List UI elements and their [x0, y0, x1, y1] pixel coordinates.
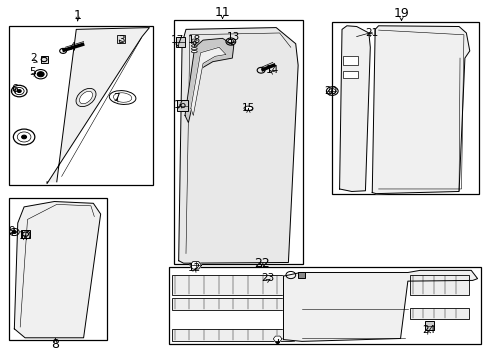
- Text: 4: 4: [69, 42, 76, 51]
- Polygon shape: [47, 28, 149, 184]
- Bar: [409, 308, 468, 319]
- Ellipse shape: [80, 91, 92, 104]
- Ellipse shape: [191, 39, 197, 41]
- Text: 10: 10: [19, 231, 32, 240]
- Ellipse shape: [76, 89, 96, 107]
- Bar: [409, 275, 468, 296]
- Bar: [172, 275, 294, 296]
- Text: 21: 21: [365, 28, 378, 38]
- Text: 20: 20: [324, 86, 337, 96]
- Text: 7: 7: [113, 93, 120, 103]
- Bar: [21, 230, 30, 238]
- Ellipse shape: [113, 93, 132, 102]
- Bar: [172, 329, 294, 341]
- Ellipse shape: [191, 50, 197, 53]
- Polygon shape: [178, 28, 298, 263]
- Circle shape: [21, 135, 26, 139]
- Text: 14: 14: [265, 64, 279, 75]
- Text: 6: 6: [11, 84, 18, 94]
- Text: 3: 3: [118, 35, 124, 45]
- Polygon shape: [275, 342, 279, 344]
- Bar: [177, 100, 187, 111]
- Text: 15: 15: [241, 103, 255, 113]
- Text: 16: 16: [173, 100, 186, 110]
- Polygon shape: [339, 26, 369, 192]
- Bar: [117, 35, 124, 43]
- Polygon shape: [190, 47, 225, 116]
- Polygon shape: [273, 336, 282, 342]
- Bar: [168, 267, 480, 344]
- Text: 11: 11: [214, 6, 230, 19]
- Polygon shape: [189, 262, 201, 269]
- Text: 17: 17: [170, 35, 183, 45]
- Bar: [331, 22, 478, 194]
- Text: 24: 24: [421, 325, 434, 335]
- Ellipse shape: [244, 106, 252, 111]
- Bar: [172, 298, 294, 310]
- Bar: [343, 56, 357, 65]
- Polygon shape: [184, 39, 233, 123]
- Ellipse shape: [191, 48, 197, 50]
- Text: 13: 13: [227, 32, 240, 41]
- Bar: [173, 21, 303, 264]
- Text: 22: 22: [253, 257, 269, 270]
- Bar: [343, 71, 357, 78]
- Circle shape: [37, 72, 44, 77]
- Circle shape: [12, 230, 16, 233]
- Bar: [41, 56, 48, 63]
- Circle shape: [17, 90, 21, 93]
- Polygon shape: [14, 202, 101, 338]
- Text: 12: 12: [188, 263, 201, 273]
- Bar: [176, 37, 184, 47]
- Text: 1: 1: [74, 9, 81, 22]
- Text: 2: 2: [30, 53, 37, 63]
- Polygon shape: [283, 270, 477, 341]
- Ellipse shape: [109, 91, 136, 104]
- Bar: [424, 321, 433, 330]
- Text: 5: 5: [29, 67, 36, 77]
- Bar: [9, 198, 107, 339]
- Text: 8: 8: [51, 338, 59, 351]
- Bar: [9, 26, 153, 185]
- Text: 18: 18: [188, 35, 201, 45]
- Ellipse shape: [191, 42, 197, 44]
- Text: 19: 19: [393, 7, 408, 20]
- Bar: [298, 272, 305, 278]
- Text: 23: 23: [261, 273, 274, 283]
- Text: 9: 9: [8, 226, 15, 236]
- Polygon shape: [371, 26, 469, 194]
- Ellipse shape: [191, 45, 197, 47]
